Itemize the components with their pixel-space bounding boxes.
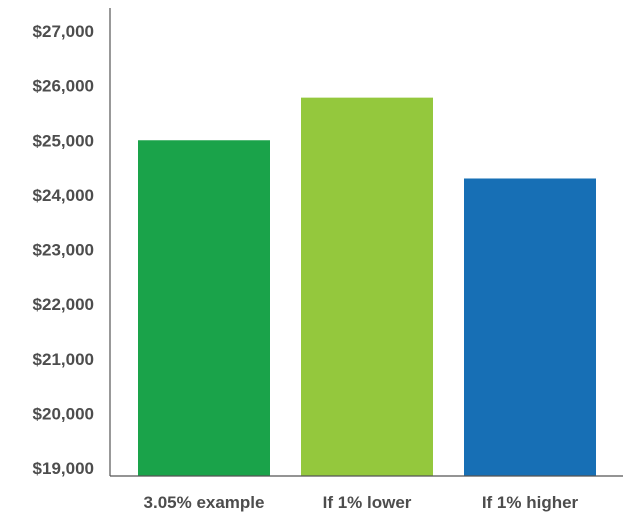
- y-tick-label: $20,000: [33, 404, 94, 423]
- y-tick-label: $22,000: [33, 295, 94, 314]
- y-tick-label: $23,000: [33, 241, 94, 260]
- bar-2: [301, 97, 433, 476]
- bars-group: [138, 97, 596, 477]
- x-category-label: If 1% higher: [482, 493, 579, 512]
- y-tick-label: $21,000: [33, 350, 94, 369]
- x-category-label: 3.05% example: [144, 493, 265, 512]
- y-tick-label: $26,000: [33, 77, 94, 96]
- bar-3: [464, 178, 596, 477]
- y-axis-ticks: $19,000 $20,000 $21,000 $22,000 $23,000 $24,0…: [33, 22, 94, 478]
- x-category-label: If 1% lower: [323, 493, 412, 512]
- y-tick-label: $25,000: [33, 131, 94, 150]
- y-tick-label: $24,000: [33, 186, 94, 205]
- y-tick-label: $27,000: [33, 22, 94, 41]
- y-tick-label: $19,000: [33, 459, 94, 478]
- bar-1: [138, 140, 270, 476]
- x-axis-labels: 3.05% example If 1% lower If 1% higher: [144, 493, 579, 512]
